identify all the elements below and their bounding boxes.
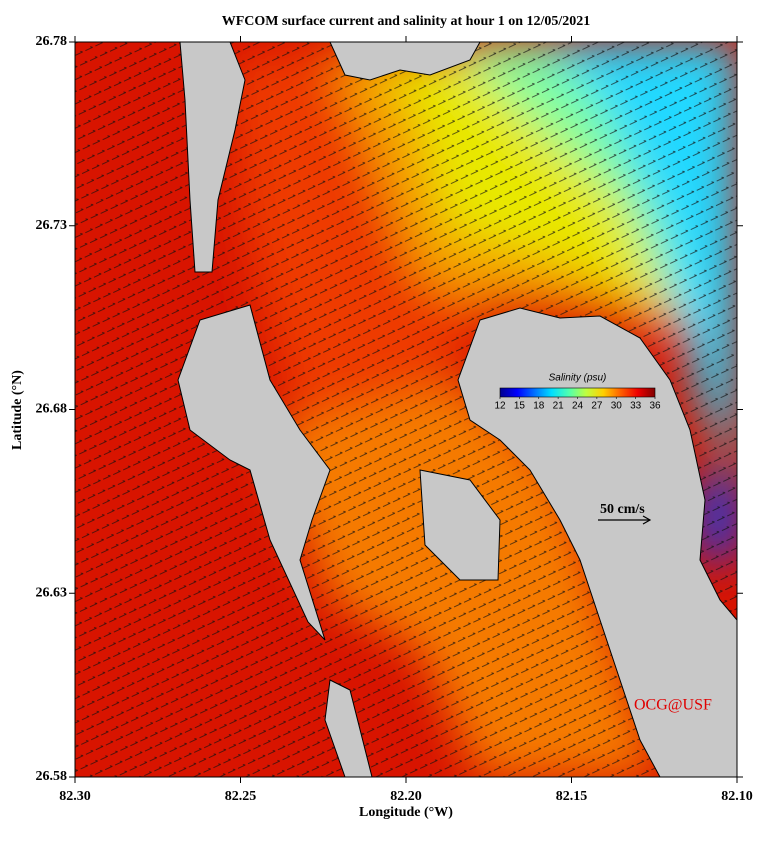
colorbar-tick-label: 21	[553, 401, 565, 412]
colorbar-tick-label: 15	[514, 401, 526, 412]
land	[177, 42, 737, 777]
x-axis-label: Longitude (°W)	[359, 805, 453, 820]
colorbar-tick-label: 24	[572, 401, 584, 412]
colorbar-label: Salinity (psu)	[549, 373, 607, 384]
y-tick-label: 26.73	[36, 218, 68, 233]
y-tick-label: 26.63	[36, 585, 68, 600]
colorbar-tick-label: 12	[494, 401, 506, 412]
y-tick-label: 26.58	[36, 769, 68, 784]
y-tick-label: 26.68	[36, 402, 68, 417]
x-tick-label: 82.25	[225, 789, 257, 804]
map-title: WFCOM surface current and salinity at ho…	[222, 14, 591, 29]
x-tick-label: 82.10	[721, 789, 753, 804]
x-tick-label: 82.15	[556, 789, 588, 804]
credit: OCG@USF	[634, 697, 712, 714]
colorbar-tick-label: 30	[611, 401, 623, 412]
x-tick-label: 82.20	[390, 789, 422, 804]
scale-label: 50 cm/s	[600, 502, 645, 517]
colorbar-tick-label: 27	[591, 401, 603, 412]
colorbar-tick-label: 33	[630, 401, 642, 412]
y-axis-label: Latitude (°N)	[10, 370, 25, 450]
scale-arrow-head	[642, 515, 652, 525]
y-tick-label: 26.78	[36, 34, 68, 49]
salinity-field	[75, 42, 737, 777]
colorbar	[499, 387, 656, 398]
colorbar-tick-label: 18	[533, 401, 545, 412]
x-tick-label: 82.30	[59, 789, 91, 804]
colorbar-tick-label: 36	[649, 401, 661, 412]
